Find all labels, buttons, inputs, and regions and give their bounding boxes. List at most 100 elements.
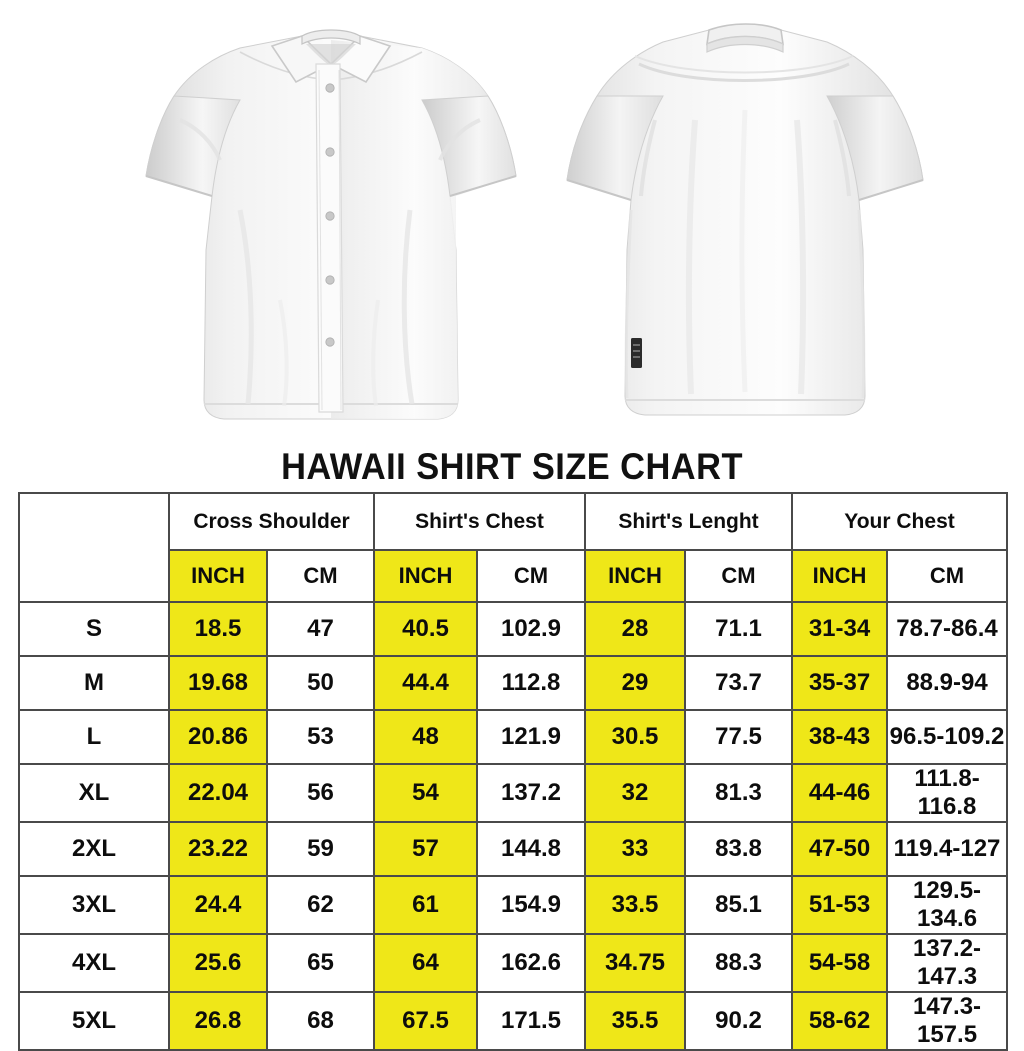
- shirt-back-view-image: [535, 0, 955, 445]
- column-group-shirts-chest: Shirt's Chest: [373, 492, 586, 551]
- cell-cross-shoulder-inch: 18.5: [168, 601, 268, 657]
- unit-header-cross-shoulder-inch: INCH: [168, 549, 268, 603]
- cell-shirts-chest-cm: 102.9: [476, 601, 586, 657]
- cell-cross-shoulder-cm: 59: [266, 821, 375, 877]
- cell-shirts-lenght-cm: 85.1: [683, 875, 794, 935]
- column-group-cross-shoulder: Cross Shoulder: [168, 492, 375, 551]
- cell-shirts-chest-inch: 67.5: [373, 991, 478, 1051]
- cell-cross-shoulder-cm: 47: [266, 601, 375, 657]
- unit-header-shirts-chest-inch: INCH: [373, 549, 478, 603]
- cell-cross-shoulder-inch: 24.4: [168, 875, 268, 935]
- cell-shirts-chest-inch: 64: [373, 933, 478, 993]
- table-row: S 18.5 47 40.5 102.9 28 71.1 31-34 78.7-…: [18, 601, 1009, 657]
- cell-shirts-chest-cm: 144.8: [476, 821, 586, 877]
- cell-shirts-chest-inch: 44.4: [373, 655, 478, 711]
- cell-cross-shoulder-cm: 53: [266, 709, 375, 765]
- cell-shirts-lenght-inch: 28: [584, 601, 686, 657]
- cell-shirts-lenght-inch: 33: [584, 821, 686, 877]
- cell-cross-shoulder-inch: 19.68: [168, 655, 268, 711]
- cell-shirts-lenght-inch: 35.5: [584, 991, 686, 1051]
- cell-shirts-lenght-inch: 32: [584, 763, 686, 823]
- unit-header-your-chest-cm: CM: [886, 549, 1009, 603]
- cell-shirts-lenght-inch: 34.75: [584, 933, 686, 993]
- cell-your-chest-cm: 111.8-116.8: [886, 763, 1009, 823]
- cell-your-chest-inch: 38-43: [791, 709, 889, 765]
- cell-your-chest-cm: 129.5-134.6: [886, 875, 1009, 935]
- shirt-front-view-image: [120, 0, 540, 445]
- cell-shirts-lenght-cm: 88.3: [683, 933, 794, 993]
- cell-your-chest-inch: 35-37: [791, 655, 889, 711]
- cell-cross-shoulder-inch: 20.86: [168, 709, 268, 765]
- cell-cross-shoulder-cm: 65: [266, 933, 375, 993]
- table-row: XL 22.04 56 54 137.2 32 81.3 44-46 111.8…: [18, 763, 1009, 823]
- cell-shirts-lenght-inch: 30.5: [584, 709, 686, 765]
- cell-your-chest-inch: 54-58: [791, 933, 889, 993]
- cell-shirts-chest-cm: 171.5: [476, 991, 586, 1051]
- cell-your-chest-inch: 31-34: [791, 601, 889, 657]
- cell-cross-shoulder-inch: 25.6: [168, 933, 268, 993]
- unit-header-your-chest-inch: INCH: [791, 549, 889, 603]
- row-size-label: L: [18, 709, 170, 765]
- cell-your-chest-cm: 119.4-127: [886, 821, 1009, 877]
- row-size-label: 2XL: [18, 821, 170, 877]
- table-row: L 20.86 53 48 121.9 30.5 77.5 38-43 96.5…: [18, 709, 1009, 765]
- cell-your-chest-cm: 78.7-86.4: [886, 601, 1009, 657]
- row-size-label: XL: [18, 763, 170, 823]
- cell-cross-shoulder-cm: 68: [266, 991, 375, 1051]
- cell-shirts-lenght-cm: 77.5: [683, 709, 794, 765]
- page-title: HAWAII SHIRT SIZE CHART: [281, 446, 743, 487]
- table-row: 5XL 26.8 68 67.5 171.5 35.5 90.2 58-62 1…: [18, 991, 1009, 1051]
- cell-shirts-lenght-inch: 29: [584, 655, 686, 711]
- cell-shirts-lenght-cm: 81.3: [683, 763, 794, 823]
- table-row: 2XL 23.22 59 57 144.8 33 83.8 47-50 119.…: [18, 821, 1009, 877]
- cell-shirts-chest-cm: 162.6: [476, 933, 586, 993]
- row-size-label: M: [18, 655, 170, 711]
- cell-your-chest-cm: 96.5-109.2: [886, 709, 1009, 765]
- table-row: 3XL 24.4 62 61 154.9 33.5 85.1 51-53 129…: [18, 875, 1009, 935]
- table-header-unit-row: INCH CM INCH CM INCH CM INCH CM: [19, 549, 1009, 603]
- unit-header-cross-shoulder-cm: CM: [266, 549, 375, 603]
- row-size-label: 3XL: [18, 875, 170, 935]
- row-size-label: 4XL: [18, 933, 170, 993]
- cell-shirts-chest-cm: 112.8: [476, 655, 586, 711]
- table-row: 4XL 25.6 65 64 162.6 34.75 88.3 54-58 13…: [18, 933, 1009, 993]
- cell-shirts-chest-cm: 154.9: [476, 875, 586, 935]
- cell-shirts-chest-inch: 54: [373, 763, 478, 823]
- cell-shirts-lenght-inch: 33.5: [584, 875, 686, 935]
- cell-shirts-lenght-cm: 71.1: [683, 601, 794, 657]
- cell-shirts-lenght-cm: 73.7: [683, 655, 794, 711]
- table-header-group-row: Cross Shoulder Shirt's Chest Shirt's Len…: [18, 492, 1009, 603]
- table-row: M 19.68 50 44.4 112.8 29 73.7 35-37 88.9…: [18, 655, 1009, 711]
- cell-your-chest-cm: 147.3-157.5: [886, 991, 1009, 1051]
- cell-cross-shoulder-inch: 26.8: [168, 991, 268, 1051]
- size-chart-container: Cross Shoulder Shirt's Chest Shirt's Len…: [18, 492, 1009, 1051]
- unit-header-shirts-lenght-inch: INCH: [584, 549, 686, 603]
- cell-shirts-lenght-cm: 83.8: [683, 821, 794, 877]
- cell-shirts-chest-cm: 121.9: [476, 709, 586, 765]
- cell-cross-shoulder-cm: 50: [266, 655, 375, 711]
- product-image-gallery: [0, 0, 1024, 445]
- table-corner-cell: [18, 492, 170, 603]
- size-chart-table: Cross Shoulder Shirt's Chest Shirt's Len…: [18, 492, 1009, 1051]
- cell-shirts-chest-cm: 137.2: [476, 763, 586, 823]
- cell-shirts-chest-inch: 40.5: [373, 601, 478, 657]
- cell-your-chest-cm: 88.9-94: [886, 655, 1009, 711]
- cell-cross-shoulder-cm: 62: [266, 875, 375, 935]
- column-group-your-chest: Your Chest: [791, 492, 1009, 551]
- unit-header-shirts-chest-cm: CM: [476, 549, 586, 603]
- column-group-shirts-lenght: Shirt's Lenght: [583, 492, 794, 551]
- cell-your-chest-inch: 58-62: [791, 991, 889, 1051]
- cell-your-chest-inch: 47-50: [791, 821, 889, 877]
- row-size-label: 5XL: [18, 991, 170, 1051]
- cell-shirts-chest-inch: 61: [373, 875, 478, 935]
- cell-your-chest-inch: 51-53: [791, 875, 889, 935]
- row-size-label: S: [18, 601, 170, 657]
- cell-cross-shoulder-cm: 56: [266, 763, 375, 823]
- unit-header-shirts-lenght-cm: CM: [683, 549, 794, 603]
- cell-shirts-lenght-cm: 90.2: [683, 991, 794, 1051]
- cell-cross-shoulder-inch: 22.04: [168, 763, 268, 823]
- cell-cross-shoulder-inch: 23.22: [168, 821, 268, 877]
- cell-your-chest-cm: 137.2-147.3: [886, 933, 1009, 993]
- cell-your-chest-inch: 44-46: [791, 763, 889, 823]
- cell-shirts-chest-inch: 57: [373, 821, 478, 877]
